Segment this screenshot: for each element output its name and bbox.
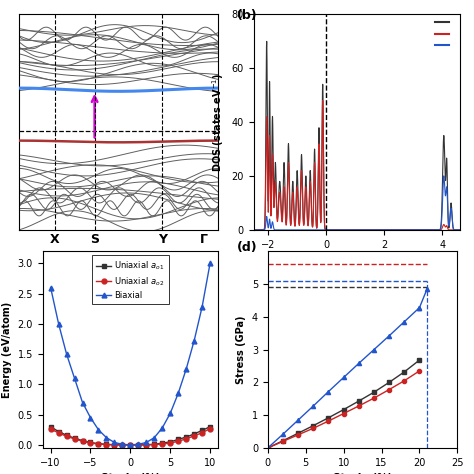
X-axis label: Strain (%): Strain (%) bbox=[100, 473, 160, 474]
Uniaxial $a_{o2}$ bbox=[167, 440, 173, 446]
Uniaxial $a_{o2}$ bbox=[199, 430, 205, 436]
Biaxial bbox=[72, 375, 77, 381]
Biaxial bbox=[56, 321, 62, 327]
Uniaxial $a_{o2}$ bbox=[119, 442, 125, 448]
Uniaxial $a_{o2}$ bbox=[207, 426, 213, 431]
Uniaxial $a_{o2}$ bbox=[111, 442, 117, 447]
Uniaxial $a_{o1}$ bbox=[159, 440, 165, 446]
X-axis label: Energy (eV): Energy (eV) bbox=[322, 255, 392, 265]
Biaxial bbox=[128, 442, 133, 448]
Uniaxial $a_{o1}$ bbox=[119, 442, 125, 448]
Biaxial bbox=[207, 261, 213, 266]
Legend: , , : , , bbox=[433, 18, 456, 51]
Uniaxial $a_{o2}$ bbox=[88, 440, 93, 446]
Line: Uniaxial $a_{o2}$: Uniaxial $a_{o2}$ bbox=[48, 426, 212, 447]
X-axis label: Strain (%): Strain (%) bbox=[333, 473, 392, 474]
Biaxial bbox=[104, 435, 109, 440]
Uniaxial $a_{o1}$ bbox=[88, 440, 93, 446]
Biaxial bbox=[144, 440, 149, 446]
Text: (d): (d) bbox=[237, 241, 258, 254]
Uniaxial $a_{o2}$ bbox=[64, 434, 69, 439]
Uniaxial $a_{o1}$ bbox=[151, 441, 157, 447]
Uniaxial $a_{o2}$ bbox=[104, 442, 109, 447]
Uniaxial $a_{o2}$ bbox=[175, 438, 181, 444]
Y-axis label: DOS (states eV$^{-1}$): DOS (states eV$^{-1}$) bbox=[210, 73, 226, 172]
Uniaxial $a_{o1}$ bbox=[191, 431, 197, 437]
Uniaxial $a_{o1}$ bbox=[56, 429, 62, 435]
Y-axis label: Stress (GPa): Stress (GPa) bbox=[236, 315, 246, 384]
Biaxial bbox=[64, 351, 69, 357]
Biaxial bbox=[175, 391, 181, 396]
Biaxial bbox=[88, 415, 93, 420]
Uniaxial $a_{o2}$ bbox=[96, 441, 101, 447]
Uniaxial $a_{o1}$ bbox=[72, 436, 77, 441]
Biaxial bbox=[151, 435, 157, 440]
Uniaxial $a_{o1}$ bbox=[207, 424, 213, 429]
Uniaxial $a_{o2}$ bbox=[191, 433, 197, 438]
Y-axis label: Energy (eV/atom): Energy (eV/atom) bbox=[2, 301, 12, 398]
Biaxial bbox=[111, 440, 117, 446]
Biaxial bbox=[80, 400, 85, 405]
Biaxial bbox=[119, 441, 125, 447]
Legend: Uniaxial $a_{o1}$, Uniaxial $a_{o2}$, Biaxial: Uniaxial $a_{o1}$, Uniaxial $a_{o2}$, Bi… bbox=[92, 255, 169, 304]
Line: Uniaxial $a_{o1}$: Uniaxial $a_{o1}$ bbox=[48, 424, 212, 447]
Biaxial bbox=[191, 338, 197, 344]
Biaxial bbox=[48, 285, 54, 291]
Uniaxial $a_{o1}$ bbox=[144, 442, 149, 447]
Uniaxial $a_{o1}$ bbox=[167, 439, 173, 445]
Uniaxial $a_{o2}$ bbox=[144, 442, 149, 447]
Uniaxial $a_{o1}$ bbox=[111, 442, 117, 447]
Uniaxial $a_{o1}$ bbox=[199, 428, 205, 433]
Line: Biaxial: Biaxial bbox=[48, 261, 212, 447]
Biaxial bbox=[96, 427, 101, 433]
Uniaxial $a_{o1}$ bbox=[104, 441, 109, 447]
Uniaxial $a_{o1}$ bbox=[183, 434, 189, 440]
Uniaxial $a_{o2}$ bbox=[183, 436, 189, 442]
Uniaxial $a_{o2}$ bbox=[72, 436, 77, 442]
Biaxial bbox=[136, 441, 141, 447]
Biaxial bbox=[199, 304, 205, 310]
Uniaxial $a_{o1}$ bbox=[64, 432, 69, 438]
Uniaxial $a_{o2}$ bbox=[48, 426, 54, 432]
Uniaxial $a_{o1}$ bbox=[175, 437, 181, 442]
Biaxial bbox=[167, 410, 173, 416]
Biaxial bbox=[183, 366, 189, 372]
Uniaxial $a_{o1}$ bbox=[48, 424, 54, 429]
Uniaxial $a_{o2}$ bbox=[151, 442, 157, 447]
Uniaxial $a_{o1}$ bbox=[96, 441, 101, 447]
Uniaxial $a_{o2}$ bbox=[128, 442, 133, 448]
Uniaxial $a_{o1}$ bbox=[128, 442, 133, 448]
Text: (b): (b) bbox=[237, 9, 258, 22]
Uniaxial $a_{o2}$ bbox=[136, 442, 141, 448]
Biaxial bbox=[159, 425, 165, 431]
Uniaxial $a_{o2}$ bbox=[80, 438, 85, 444]
Uniaxial $a_{o2}$ bbox=[56, 430, 62, 436]
Uniaxial $a_{o2}$ bbox=[159, 441, 165, 447]
Uniaxial $a_{o1}$ bbox=[80, 438, 85, 444]
Uniaxial $a_{o1}$ bbox=[136, 442, 141, 448]
